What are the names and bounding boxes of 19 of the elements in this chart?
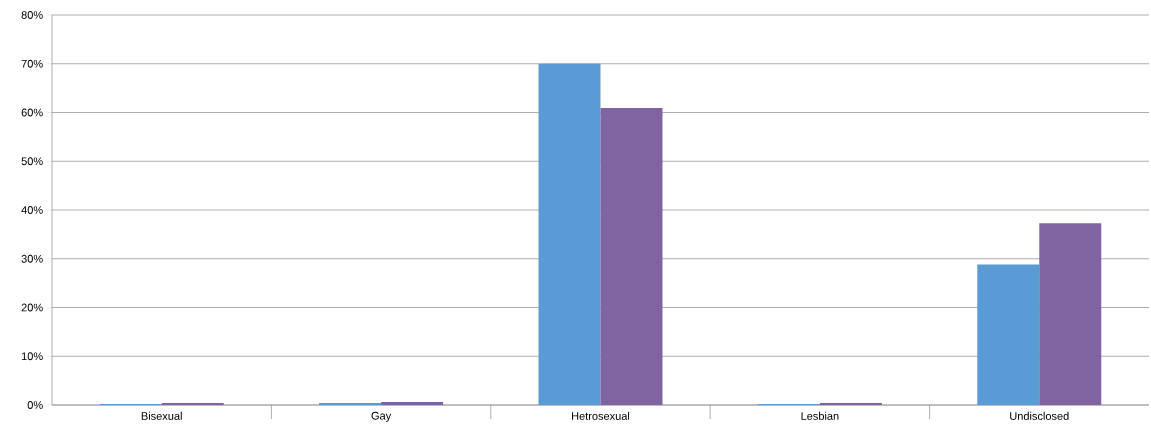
- x-tick-label: Gay: [371, 411, 392, 422]
- y-tick-label: 30%: [21, 254, 43, 263]
- y-tick-label: 50%: [21, 157, 43, 166]
- y-tick-label: 80%: [21, 11, 43, 19]
- y-tick-label: 40%: [21, 206, 43, 214]
- y-tick-label: 10%: [21, 352, 43, 361]
- bar: [977, 264, 1040, 405]
- x-tick-label: Hetrosexual: [572, 411, 630, 420]
- bar: [1039, 223, 1102, 405]
- bar: [381, 402, 444, 405]
- y-tick-label: 20%: [21, 303, 43, 312]
- y-tick-label: 0%: [27, 401, 43, 409]
- y-tick-label: 70%: [21, 59, 43, 68]
- bar: [600, 108, 663, 405]
- y-tick-label: 60%: [21, 108, 43, 117]
- x-tick-label: Lesbian: [801, 411, 839, 420]
- bar: [538, 63, 601, 405]
- x-tick-label: Bisexual: [141, 411, 182, 420]
- x-tick-label: Undisclosed: [1010, 411, 1069, 420]
